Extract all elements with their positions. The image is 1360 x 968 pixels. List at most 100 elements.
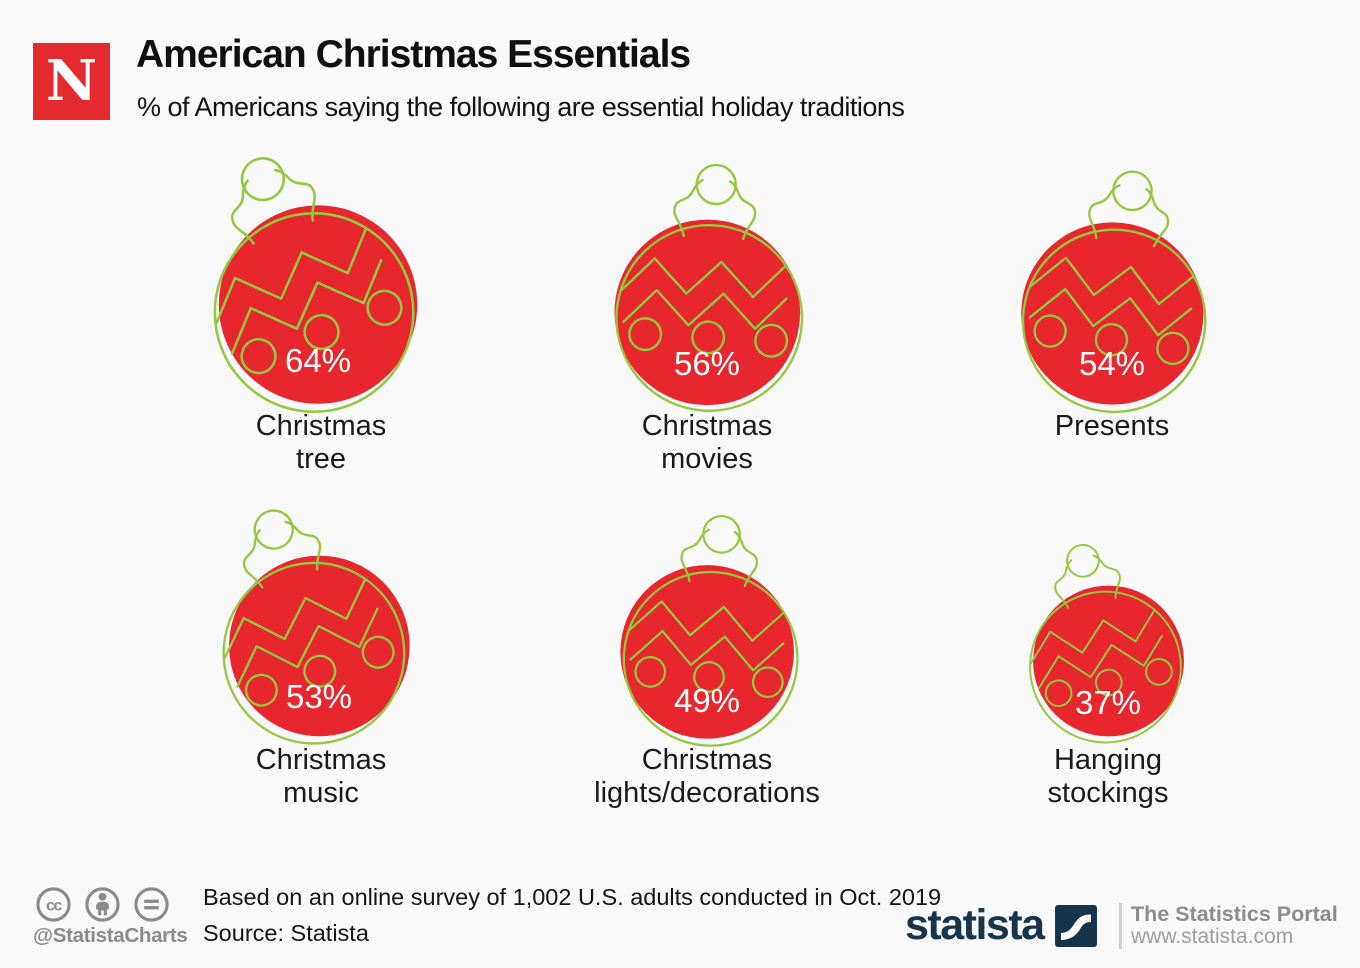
bauble-fill [228, 555, 410, 737]
deco-dot-middle [1094, 322, 1128, 356]
bauble-graphic [1020, 170, 1207, 413]
cap-right-edge [274, 169, 316, 223]
hanger-ring-icon [701, 515, 741, 554]
value-label-christmas-lights-decorations: 49% [673, 682, 741, 719]
category-label-christmas-tree: Christmas tree [256, 410, 387, 476]
attribution-person-icon [85, 887, 120, 922]
value-label-christmas-movies: 56% [673, 345, 741, 382]
bauble-fill [1020, 221, 1204, 405]
category-label-christmas-lights-decorations: Christmas lights/decorations [594, 744, 820, 810]
deco-dot-right [361, 635, 395, 669]
ball-outline [1021, 227, 1207, 413]
deco-dot-middle [302, 654, 336, 688]
category-label-presents: Presents [1055, 410, 1169, 443]
deco-dot-right [1144, 658, 1173, 686]
statista-logo-icon [1055, 905, 1097, 947]
newsweek-logo: N [33, 43, 110, 120]
zigzag-band-upper [223, 579, 366, 660]
cap-right-edge [1091, 554, 1121, 599]
bauble-outline [1021, 170, 1207, 413]
value-label-presents: 54% [1078, 345, 1146, 382]
zigzag-band-lower [629, 630, 785, 672]
statista-charts-handle: @StatistaCharts [33, 924, 188, 947]
bauble-graphic [614, 163, 803, 412]
category-label-line: Presents [1054, 410, 1170, 442]
cap-right-edge [728, 179, 756, 240]
category-label-line: music [283, 777, 359, 809]
zigzag-band-lower [1028, 287, 1193, 336]
deco-dot-left [240, 338, 277, 375]
no-derivatives-equals-icon [134, 887, 169, 922]
ornament-christmas-tree [199, 131, 437, 429]
zigzag-band-upper [1029, 610, 1155, 665]
bauble-graphic [1028, 543, 1184, 744]
ball-outline [222, 561, 406, 745]
deco-dot-right [366, 290, 403, 327]
zigzag-band-lower [230, 259, 383, 356]
cap-right-edge [733, 530, 758, 588]
bauble-outline [1028, 543, 1182, 744]
zigzag-band-lower [235, 607, 379, 688]
category-label-christmas-music: Christmas music [256, 744, 387, 810]
category-label-christmas-movies: Christmas movies [642, 410, 773, 476]
bauble-graphic [620, 515, 799, 747]
ball-outline [1028, 590, 1182, 744]
category-label-line: Christmas [255, 744, 387, 776]
statista-wordmark: statista [905, 901, 1045, 949]
svg-text:cc: cc [46, 896, 62, 914]
ornament-christmas-lights-decorations [603, 500, 811, 760]
bauble-outline [222, 509, 406, 745]
bauble-outline [213, 157, 415, 414]
deco-dot-middle [690, 320, 725, 354]
zigzag-band-lower [621, 288, 788, 330]
cap-right-edge [284, 520, 321, 571]
ornament-presents [1003, 154, 1222, 427]
cap-left-edge [1087, 183, 1121, 239]
category-label-line: movies [661, 443, 753, 475]
cap-right-edge [1144, 187, 1169, 248]
zigzag-band-lower [1037, 634, 1163, 690]
category-label-hanging-stockings: Hanging stockings [1048, 744, 1169, 810]
deco-dot-middle [303, 314, 340, 351]
category-label-line: Christmas [641, 410, 773, 442]
deco-dot-left [1033, 313, 1067, 348]
deco-dot-right [753, 323, 788, 358]
category-label-line: lights/decorations [594, 777, 820, 809]
deco-dot-right [1155, 331, 1190, 365]
zigzag-band-upper [1029, 256, 1193, 305]
value-label-hanging-stockings: 37% [1074, 684, 1142, 721]
cap-left-edge [242, 529, 264, 589]
bauble-graphic [213, 157, 418, 414]
bauble-fill [218, 205, 418, 405]
value-label-christmas-music: 53% [285, 678, 353, 715]
newsweek-logo-letter: N [45, 47, 98, 114]
hanger-ring-icon [695, 163, 737, 205]
statista-tagline: The Statistics Portal [1131, 902, 1338, 926]
page-subtitle: % of Americans saying the following are … [137, 92, 905, 122]
cap-left-edge [680, 528, 710, 583]
ornament-christmas-music [211, 488, 428, 759]
ball-outline [614, 223, 803, 412]
deco-dot-middle [692, 661, 725, 693]
ball-outline [213, 212, 415, 414]
ornament-christmas-movies [596, 150, 819, 428]
cc-icon: cc [36, 887, 71, 922]
deco-dot-middle [1094, 668, 1123, 697]
ball-outline [622, 571, 799, 747]
category-label-line: stockings [1047, 777, 1169, 809]
category-label-line: Christmas [641, 744, 773, 776]
zigzag-band-upper [619, 256, 786, 298]
survey-note: Based on an online survey of 1,002 U.S. … [203, 884, 942, 910]
deco-dot-left [634, 656, 666, 688]
deco-dot-right [751, 666, 784, 699]
deco-dot-left [244, 673, 278, 707]
hanger-ring-icon [253, 509, 294, 550]
category-label-line: Hanging [1053, 744, 1163, 776]
ornament-hanging-stockings [1018, 529, 1199, 755]
cap-left-edge [231, 179, 255, 246]
category-label-line: tree [296, 443, 346, 475]
cap-left-edge [1053, 559, 1072, 609]
category-label-line: Christmas [255, 410, 387, 442]
zigzag-band-upper [214, 229, 367, 326]
